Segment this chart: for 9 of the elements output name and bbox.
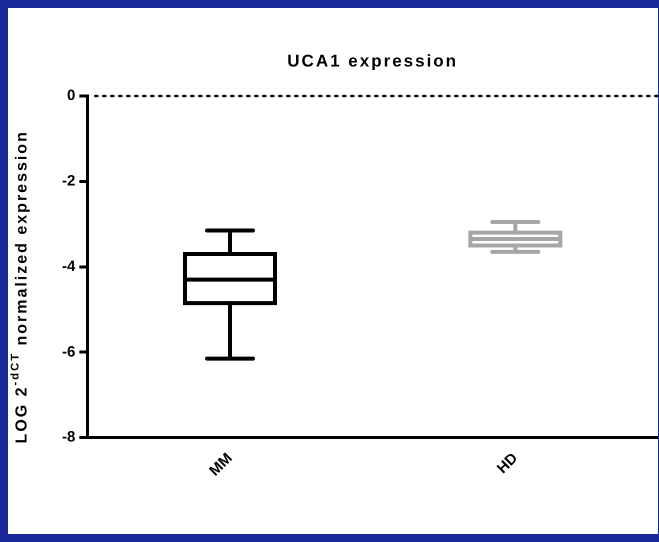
y-tick-label: -4 <box>62 258 76 275</box>
y-axis-title: LOG 2-dCT normalized expression <box>10 130 30 444</box>
y-tick-label: -2 <box>62 172 76 190</box>
y-tick-label: -8 <box>62 428 76 446</box>
y-tick-label: 0 <box>66 87 76 104</box>
x-tick-label: HD <box>494 450 522 478</box>
x-tick-label: MM <box>206 450 236 480</box>
y-tick-label: -6 <box>62 343 76 360</box>
chart-title: UCA1 expression <box>287 52 458 71</box>
